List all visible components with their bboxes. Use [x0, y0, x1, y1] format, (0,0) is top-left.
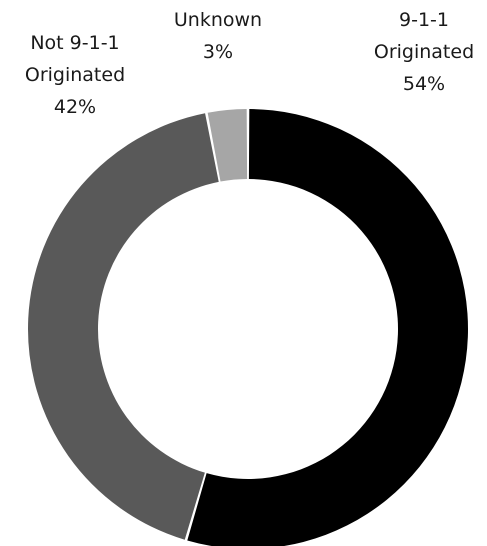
slice-name-line: 9-1-1: [399, 9, 449, 31]
slice-labels: 9-1-1 Originated 54% Not 9-1-1 Originated 42%…: [25, 9, 474, 118]
slice-3: [207, 109, 248, 182]
slice-name-line: Originated: [374, 41, 474, 63]
slice-label-3: Unknown 3%: [174, 9, 262, 63]
slice-value-label: 54%: [403, 73, 445, 95]
slice-name-line: Not 9-1-1: [30, 32, 119, 54]
slice-2: [28, 113, 219, 540]
slice-label-2: Not 9-1-1 Originated 42%: [25, 32, 125, 118]
donut-slices: [28, 109, 468, 546]
slice-name-line: Unknown: [174, 9, 262, 31]
slice-name-line: Originated: [25, 64, 125, 86]
slice-value-label: 42%: [54, 96, 96, 118]
slice-value-label: 3%: [203, 41, 233, 63]
slice-label-1: 9-1-1 Originated 54%: [374, 9, 474, 95]
slice-1: [187, 109, 468, 546]
